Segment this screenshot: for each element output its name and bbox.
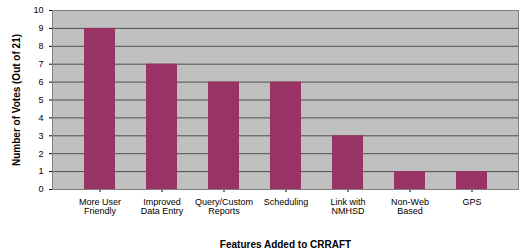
svg-text:0: 0 <box>38 184 43 194</box>
svg-text:ImprovedData Entry: ImprovedData Entry <box>141 197 184 216</box>
svg-text:Non-WebBased: Non-WebBased <box>391 197 429 216</box>
svg-text:Query/CustomReports: Query/CustomReports <box>195 197 253 216</box>
svg-text:GPS: GPS <box>462 197 481 207</box>
svg-text:Features Added to CRRAFT: Features Added to CRRAFT <box>220 239 351 250</box>
svg-text:5: 5 <box>38 95 43 105</box>
svg-text:10: 10 <box>33 5 43 15</box>
svg-text:9: 9 <box>38 23 43 33</box>
svg-text:4: 4 <box>38 113 43 123</box>
svg-text:3: 3 <box>38 131 43 141</box>
svg-text:Scheduling: Scheduling <box>264 197 309 207</box>
svg-text:7: 7 <box>38 59 43 69</box>
svg-text:1: 1 <box>38 166 43 176</box>
svg-text:More UserFriendly: More UserFriendly <box>79 197 121 216</box>
svg-text:8: 8 <box>38 41 43 51</box>
svg-text:2: 2 <box>38 149 43 159</box>
svg-text:6: 6 <box>38 77 43 87</box>
svg-text:Number of Votes (Out of 21): Number of Votes (Out of 21) <box>11 34 22 166</box>
svg-text:Link withNMHSD: Link withNMHSD <box>330 197 365 216</box>
